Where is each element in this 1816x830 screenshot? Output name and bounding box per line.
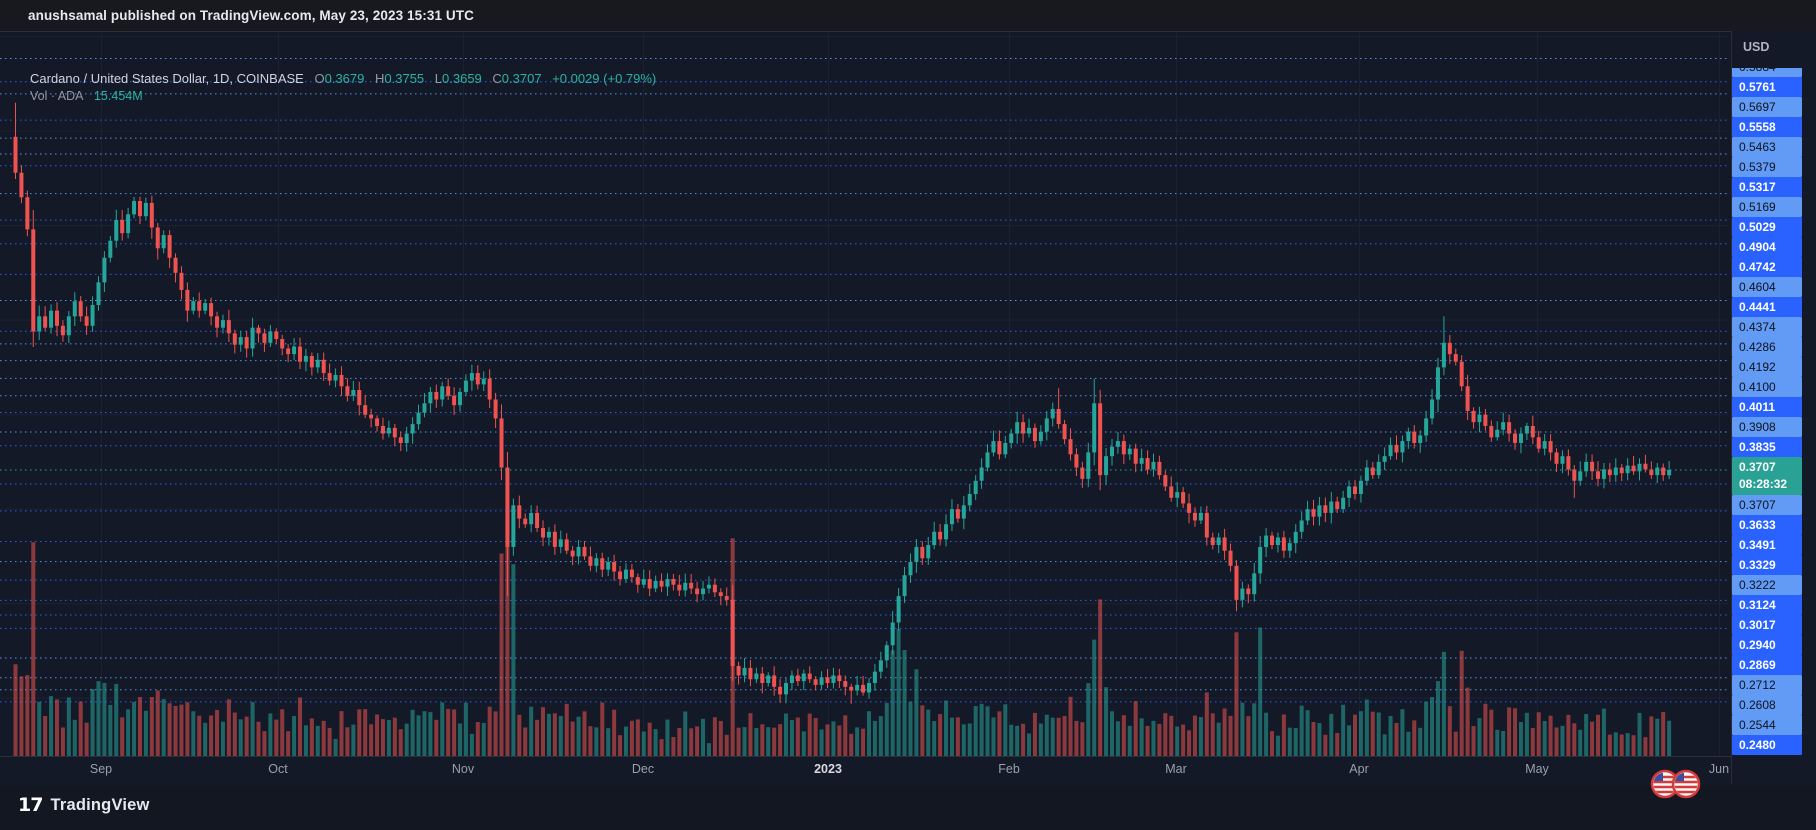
price-scale-label: 0.4374 [1732,317,1802,337]
price-scale-label: 0.3633 [1732,515,1802,535]
time-axis-label: Apr [1349,762,1369,776]
price-scale-label: 0.5463 [1732,137,1802,157]
attribution-text: anushsamal published on TradingView.com,… [28,8,474,23]
price-scale-label: 0.3124 [1732,595,1802,615]
tradingview-logo-text: TradingView [50,795,150,814]
price-scale-label: 0.2869 [1732,655,1802,675]
symbol-title: Cardano / United States Dollar, 1D, COIN… [30,71,304,86]
candlestick-plot[interactable] [0,32,1816,757]
time-axis-label: Dec [631,762,655,776]
price-scale-label: 0.4192 [1732,357,1802,377]
high-value: 0.3755 [384,71,425,86]
close-label: C [492,71,502,86]
price-scale-label: 0.5761 [1732,77,1802,97]
price-scale-label: 0.5379 [1732,157,1802,177]
price-scale-currency: USD [1743,40,1770,54]
price-scale-label: 0.3491 [1732,535,1802,555]
time-axis-label: Feb [998,762,1020,776]
price-scale-label: 0.3707 [1732,495,1802,515]
time-axis[interactable]: Sep Oct Nov Dec 2023 Feb Mar Apr May Jun [0,756,1816,785]
time-axis-label: Sep [89,762,113,776]
open-label: O [314,71,325,86]
price-scale-label: 0.4011 [1732,397,1802,417]
volume-value: 15.454M [93,89,143,103]
flag-circles-icon [1650,769,1701,799]
chart-pane[interactable]: Cardano / United States Dollar, 1D, COIN… [0,31,1816,799]
candles [13,102,1672,704]
price-scale-label: 0.3017 [1732,615,1802,635]
time-axis-label: May [1525,762,1549,776]
high-label: H [375,71,385,86]
price-scale-label: 0.2940 [1732,635,1802,655]
low-value: 0.3659 [442,71,482,86]
attribution-bar: anushsamal published on TradingView.com,… [0,0,1816,31]
time-axis-label: Nov [451,762,475,776]
price-scale-label: 0.2544 [1732,715,1802,735]
price-scale-label: 0.5169 [1732,197,1802,217]
price-scale[interactable]: USD 0.58840.57610.56970.55580.54630.5379… [1731,31,1816,784]
price-scale-label: 0.3222 [1732,575,1802,595]
time-axis-label: Oct [268,762,288,776]
price-scale-label: 0.2608 [1732,695,1802,715]
price-scale-label: 0.4441 [1732,297,1802,317]
time-axis-label: 2023 [814,762,842,776]
plot-layers [0,33,1729,757]
low-label: L [434,71,443,86]
price-scale-label: 0.4100 [1732,377,1802,397]
price-scale-label: 0.5317 [1732,177,1802,197]
grid [0,33,1729,757]
time-axis-label: Jun [1708,762,1730,776]
price-scale-label: 0.5697 [1732,97,1802,117]
price-scale-label: 0.5884 [1732,68,1802,77]
close-value: 0.3707 [501,71,542,86]
price-scale-label: 0.3835 [1732,437,1802,457]
price-scale-label: 0.2480 [1732,735,1802,755]
price-scale-label: 0.3329 [1732,555,1802,575]
price-scale-rows: 0.58840.57610.56970.55580.54630.53790.53… [1732,68,1816,756]
price-scale-label: 0.3908 [1732,417,1802,437]
price-scale-label: 0.4904 [1732,237,1802,257]
tradingview-logo-icon: 17 [18,794,43,816]
current-price-label: 0.3707 08:28:32 [1732,457,1802,495]
symbol-legend: Cardano / United States Dollar, 1D, COIN… [30,71,656,86]
bottom-bar: 17 TradingView [0,784,1816,830]
tradingview-logo[interactable]: 17 TradingView [18,794,150,816]
open-value: 0.3679 [324,71,365,86]
price-lines [0,58,1729,703]
price-scale-label: 0.4742 [1732,257,1802,277]
volume-bars [13,513,1672,757]
change-value: +0.0029 (+0.79%) [552,71,657,86]
time-axis-label: Mar [1165,762,1187,776]
price-scale-label: 0.5029 [1732,217,1802,237]
volume-label: Vol · ADA [30,89,84,103]
price-scale-label: 0.4286 [1732,337,1802,357]
price-scale-label: 0.2712 [1732,675,1802,695]
price-scale-label: 0.4604 [1732,277,1802,297]
price-scale-label: 0.5558 [1732,117,1802,137]
volume-legend: Vol · ADA 15.454M [30,89,143,103]
